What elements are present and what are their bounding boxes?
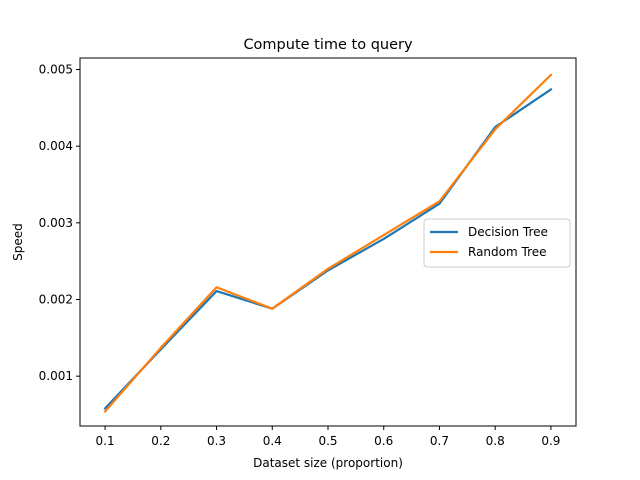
legend-box [423,218,571,268]
y-tick-label: 0.005 [39,63,73,77]
legend-entry-label: Decision Tree [468,225,548,239]
series-line-random-tree [103,73,553,413]
x-axis-label: Dataset size (proportion) [253,456,403,470]
y-tick-label: 0.002 [39,293,73,307]
x-tick-label: 0.2 [151,434,170,448]
x-tick-label: 0.3 [207,434,226,448]
x-tick-label: 0.5 [318,434,337,448]
x-axis-ticks: 0.1 0.2 0.3 0.4 0.5 0.6 0.7 0.8 0.9 [96,426,560,448]
y-tick-label: 0.001 [39,369,73,383]
x-tick-label: 0.4 [263,434,282,448]
y-axis-ticks: 0.001 0.002 0.003 0.004 0.005 [39,63,80,383]
y-axis-label: Speed [11,223,25,261]
x-tick-label: 0.9 [541,434,560,448]
y-tick-label: 0.004 [39,139,73,153]
chart-title: Compute time to query [243,37,413,53]
series-lines [103,73,553,413]
x-tick-label: 0.8 [486,434,505,448]
y-tick-label: 0.003 [39,216,73,230]
legend: Decision Tree Random Tree [423,218,571,268]
x-tick-label: 0.6 [374,434,393,448]
x-tick-label: 0.7 [430,434,449,448]
legend-entry-label: Random Tree [468,245,547,259]
x-tick-label: 0.1 [96,434,115,448]
